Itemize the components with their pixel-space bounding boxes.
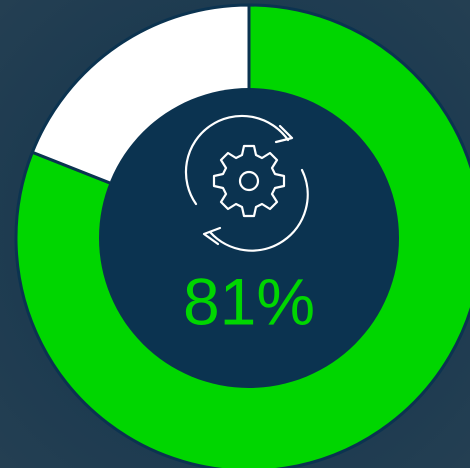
settings-icon: [184, 114, 309, 252]
donut-hole: [99, 88, 399, 388]
center-label: 81%: [183, 264, 315, 338]
